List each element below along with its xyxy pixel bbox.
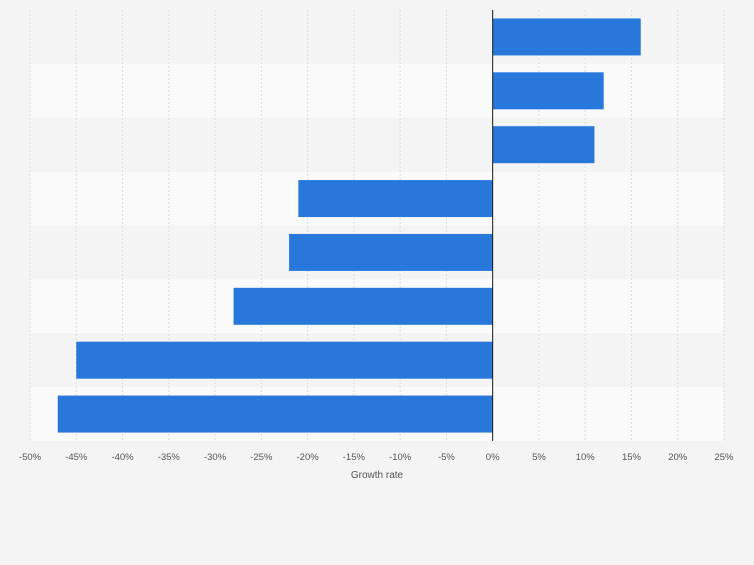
x-tick-label: 15% (622, 452, 642, 463)
x-tick-label: -25% (250, 452, 273, 463)
bar (492, 18, 641, 56)
x-tick-label: -15% (343, 452, 366, 463)
x-tick-label: -45% (65, 452, 88, 463)
bar (57, 395, 493, 433)
x-tick-label: -5% (438, 452, 455, 463)
row-band (30, 63, 724, 118)
x-tick-label: 0% (486, 452, 500, 463)
x-tick-label: -40% (111, 452, 134, 463)
x-tick-label: -10% (389, 452, 412, 463)
x-tick-label: -20% (297, 452, 320, 463)
bar (233, 287, 493, 325)
x-tick-label: -50% (19, 452, 42, 463)
bars (57, 18, 641, 433)
bar (492, 72, 604, 110)
x-tick-label: 25% (714, 452, 734, 463)
x-axis-tick-labels: -50% -45% -40% -35% -30% -25% -20% -15% -10% -5% 0… (19, 452, 734, 463)
bar (289, 233, 493, 271)
bar (298, 180, 493, 218)
x-axis-label: Growth rate (351, 470, 404, 481)
row-band (30, 117, 724, 172)
x-tick-label: 20% (668, 452, 688, 463)
bar (76, 341, 493, 379)
x-tick-label: 10% (576, 452, 596, 463)
x-tick-label: 5% (532, 452, 546, 463)
x-tick-label: -30% (204, 452, 227, 463)
bar (492, 126, 595, 164)
x-tick-label: -35% (158, 452, 181, 463)
